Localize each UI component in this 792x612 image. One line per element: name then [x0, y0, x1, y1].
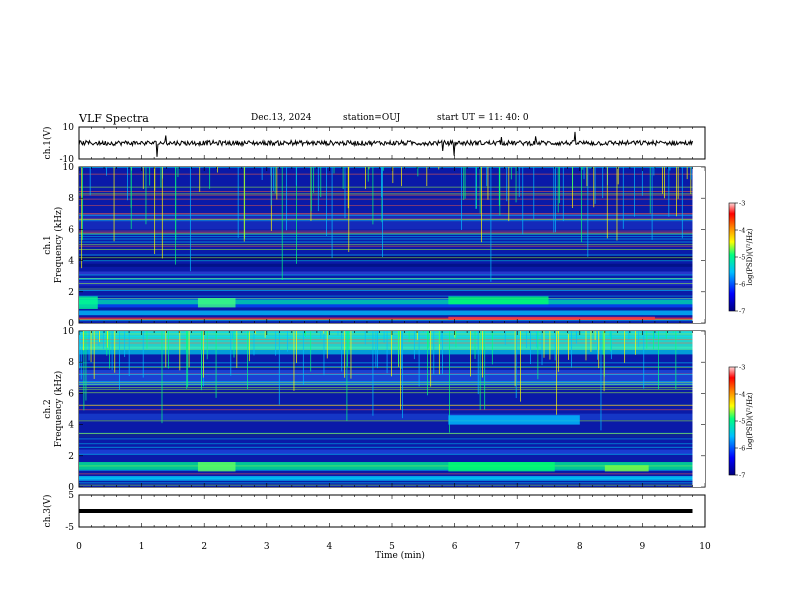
- y-tick-label: 0: [68, 483, 74, 493]
- y-tick-label: 6: [68, 225, 74, 235]
- x-tick-label: 10: [699, 542, 711, 552]
- colorbar-tick-label: -7: [739, 308, 745, 316]
- x-tick-label: 9: [640, 542, 646, 552]
- y-tick-label: 6: [68, 389, 74, 399]
- station-label: station=OUJ: [343, 113, 401, 123]
- emission-patch: [197, 298, 236, 308]
- y-tick-label: -5: [65, 523, 74, 533]
- colorbar-tick-label: -7: [739, 472, 745, 480]
- figure-title: VLF Spectra: [79, 112, 149, 125]
- frequency-band: [79, 432, 693, 438]
- y-tick-label: 10: [63, 123, 75, 133]
- ch2-spectrogram-ylabel-line2: Frequency (kHz): [53, 371, 64, 448]
- y-tick-label: 4: [68, 257, 74, 267]
- ch1-colorbar-label: log(PSD)(V²/Hz): [746, 228, 754, 285]
- ch2-colorbar-label: log(PSD)(V²/Hz): [746, 392, 754, 449]
- x-tick-label: 2: [201, 542, 207, 552]
- x-tick-label: 6: [452, 542, 458, 552]
- y-tick-label: 10: [63, 163, 75, 173]
- emission-patch: [448, 296, 549, 305]
- y-tick-label: -10: [60, 155, 75, 165]
- frequency-band: [79, 271, 693, 275]
- y-tick-label: 2: [68, 452, 74, 462]
- x-tick-label: 0: [76, 542, 82, 552]
- frequency-band: [79, 263, 693, 267]
- ch1-spectrogram-ylabel-line1: ch.1: [43, 235, 53, 254]
- emission-patch: [448, 462, 555, 472]
- y-tick-label: 0: [68, 319, 74, 329]
- date-label: Dec.13, 2024: [251, 113, 312, 123]
- ch1-spectrogram-ylabel-line2: Frequency (kHz): [53, 207, 64, 284]
- ch1-waveform-ylabel: ch.1(V): [42, 127, 53, 160]
- no-data-region: [692, 167, 705, 323]
- start-ut-label: start UT = 11: 40: 0: [437, 113, 529, 123]
- frequency-band: [79, 310, 693, 316]
- waveform-path: [78, 131, 693, 157]
- y-tick-label: 2: [68, 288, 74, 298]
- emission-patch: [79, 296, 98, 309]
- colorbar-tick-label: -4: [739, 227, 745, 235]
- colorbar-tick-label: -5: [739, 418, 745, 426]
- colorbar-tick-label: -3: [739, 364, 745, 372]
- colorbar-tick-label: -4: [739, 391, 745, 399]
- ch2-colorbar: -3 -4 -5 -6 -7 log(PSD)(V²/Hz): [728, 364, 754, 480]
- x-tick-label: 5: [389, 542, 395, 552]
- frequency-band: [79, 255, 693, 261]
- no-data-region: [692, 331, 705, 487]
- x-tick-label: 4: [327, 542, 333, 552]
- frequency-band: [79, 370, 693, 386]
- y-tick-label: 5: [68, 491, 74, 501]
- ch1-colorbar: -3 -4 -5 -6 -7 log(PSD)(V²/Hz): [728, 200, 754, 316]
- spectrogram-background: [79, 167, 693, 323]
- y-tick-label: 8: [68, 358, 74, 368]
- ch1-waveform-trace: [78, 131, 693, 157]
- ch2-colorbar-gradient: [728, 366, 736, 476]
- ch1-colorbar-gradient: [728, 202, 736, 312]
- ch3-waveform-ylabel: ch.3(V): [42, 495, 53, 528]
- colorbar-tick-label: -5: [739, 254, 745, 262]
- x-axis-label: Time (min): [375, 550, 425, 561]
- y-tick-label: 4: [68, 421, 74, 431]
- frequency-band: [79, 213, 693, 230]
- colorbar-tick-label: -6: [739, 281, 745, 289]
- y-tick-label: 8: [68, 194, 74, 204]
- x-tick-label: 7: [514, 542, 520, 552]
- emission-patch: [448, 415, 580, 425]
- ch1-spectrogram: [79, 167, 705, 323]
- ch2-spectrogram: [79, 331, 705, 487]
- y-tick-label: 10: [63, 327, 75, 337]
- emission-patch: [604, 465, 649, 472]
- frequency-band: [79, 299, 693, 305]
- colorbar-tick-label: -6: [739, 445, 745, 453]
- emission-patch: [197, 462, 236, 472]
- frequency-band: [79, 449, 693, 455]
- ch2-spectrogram-ylabel-line1: ch.2: [43, 399, 53, 418]
- spectrogram-background: [79, 331, 693, 487]
- x-tick-label: 3: [264, 542, 270, 552]
- x-tick-label: 8: [577, 542, 583, 552]
- emission-patch: [448, 316, 655, 320]
- frequency-band: [79, 317, 693, 320]
- x-tick-label: 1: [139, 542, 145, 552]
- frequency-band: [79, 413, 693, 420]
- colorbar-tick-label: -3: [739, 200, 745, 208]
